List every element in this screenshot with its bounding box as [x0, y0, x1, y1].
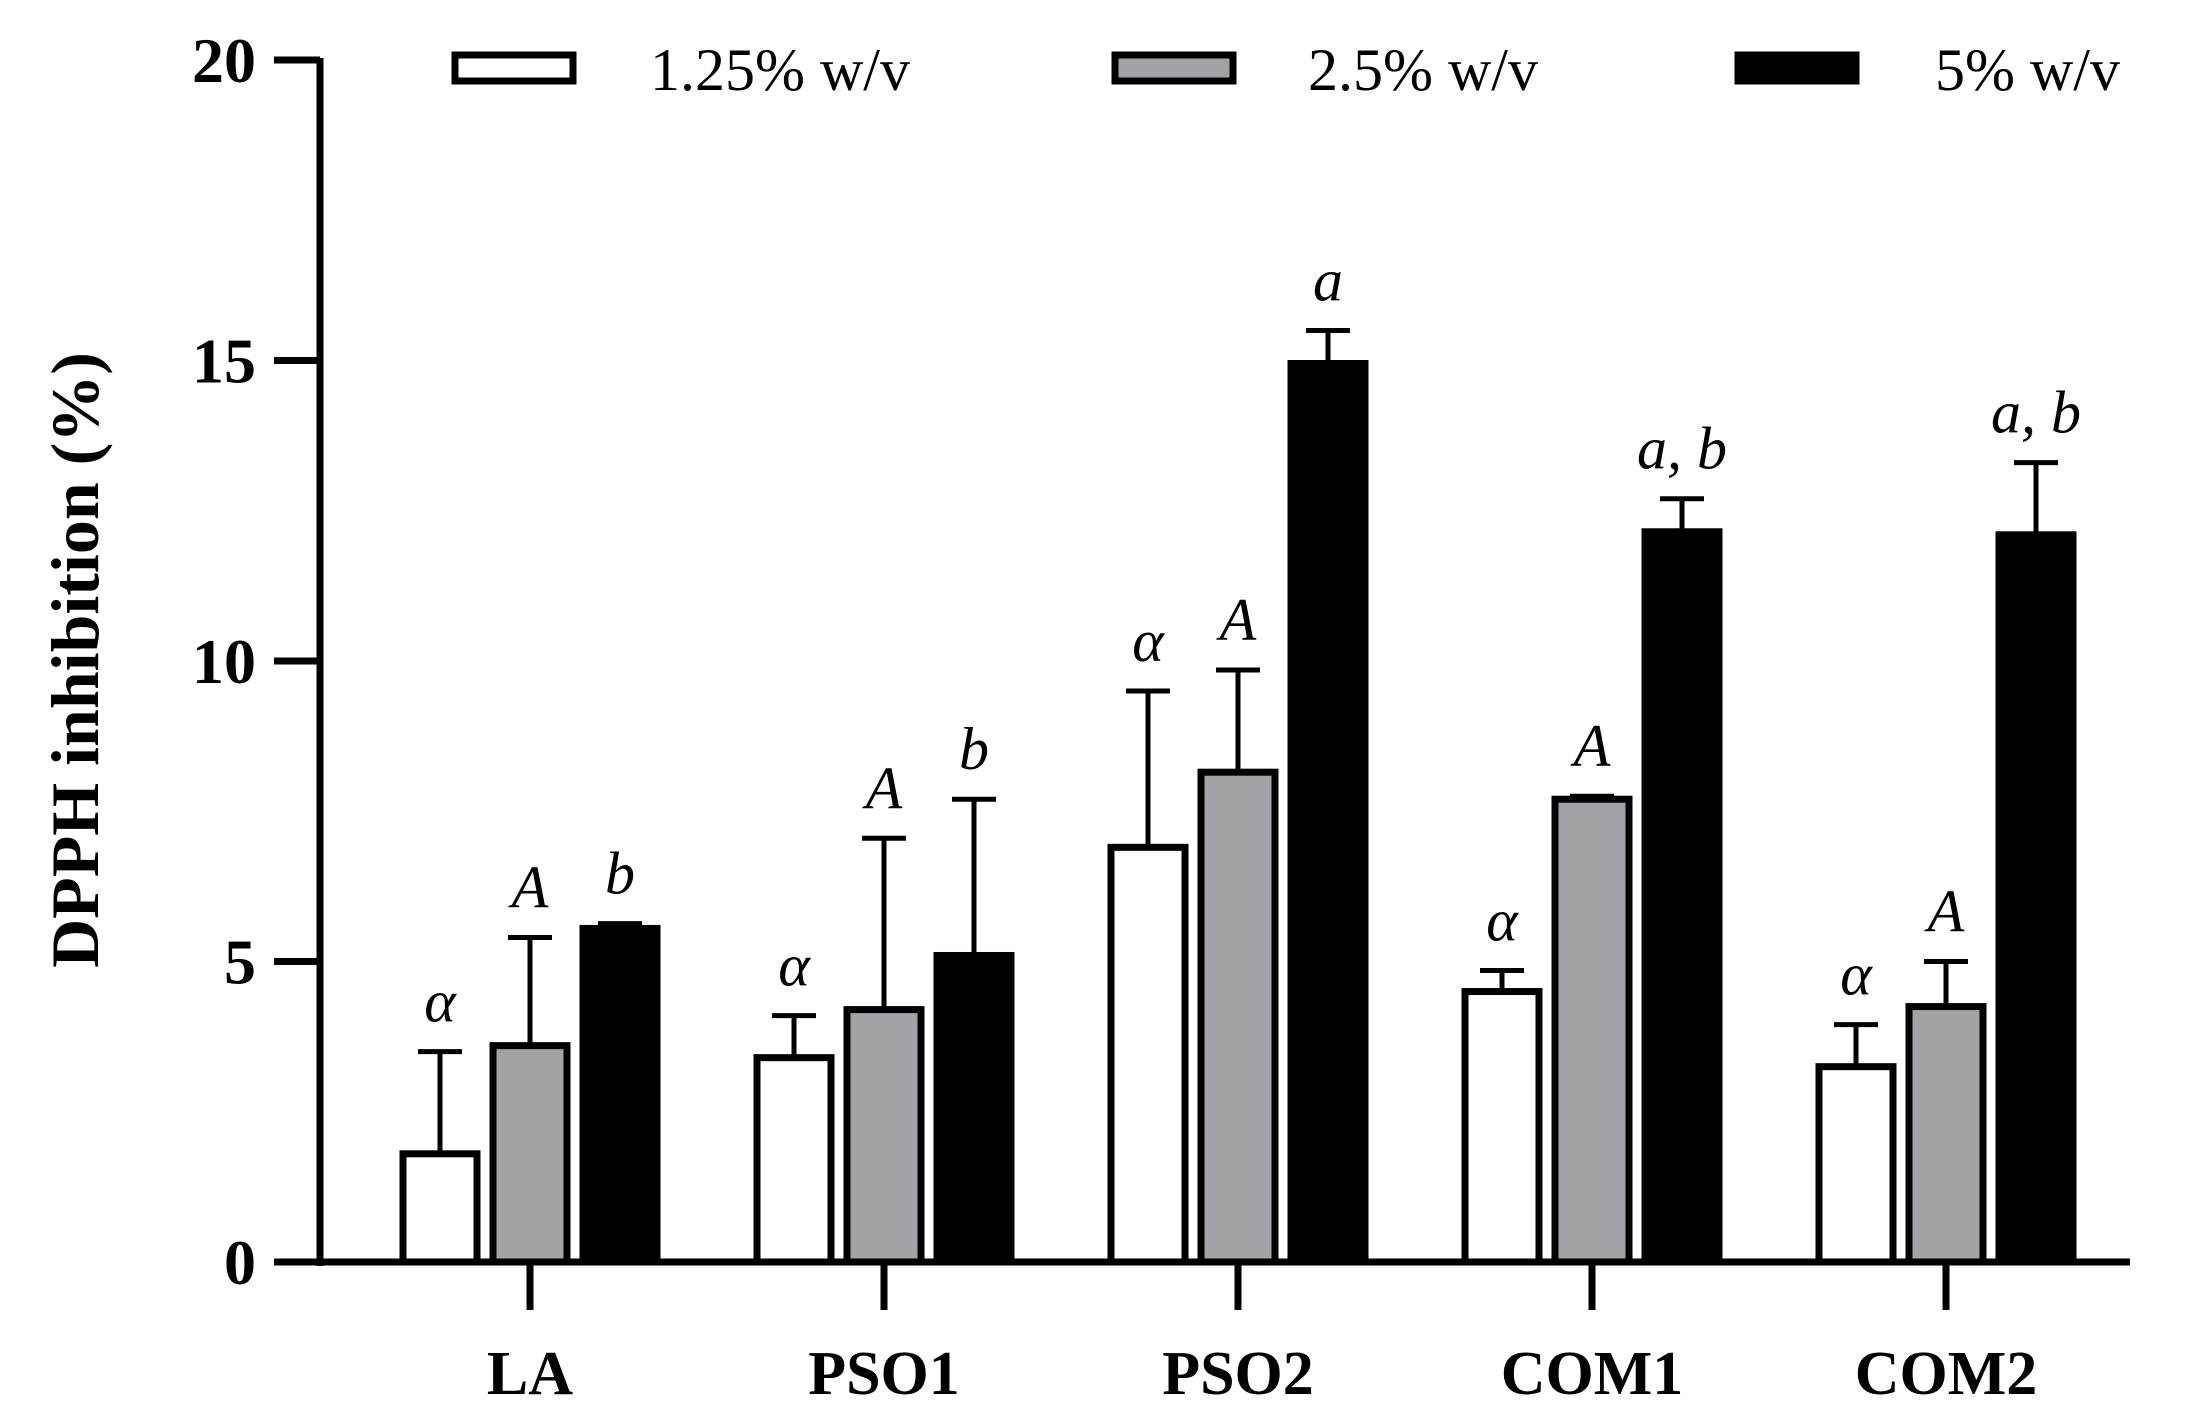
- bar-LA-1: [489, 1042, 571, 1266]
- bar-COM2-2: [1995, 531, 2077, 1266]
- annotation-COM1-1: A: [1570, 713, 1611, 779]
- annotation-PSO2-0: α: [1132, 608, 1165, 674]
- annotation-COM2-0: α: [1840, 942, 1873, 1008]
- annotation-LA-0: α: [424, 969, 457, 1035]
- x-tick-label-PSO2: PSO2: [1162, 1340, 1314, 1408]
- bar-LA-2: [579, 924, 661, 1266]
- bar-PSO1-2: [933, 951, 1015, 1266]
- bar-PSO2-1: [1197, 768, 1279, 1266]
- annotation-PSO1-0: α: [778, 933, 811, 999]
- bar-PSO2-2: [1287, 360, 1369, 1266]
- bar-PSO1-1: [843, 1006, 925, 1266]
- annotation-PSO2-1: A: [1216, 587, 1257, 653]
- bar-COM1-2: [1641, 528, 1723, 1266]
- annotation-PSO2-2: a: [1313, 247, 1343, 313]
- legend-label-1: 2.5% w/v: [1308, 37, 1538, 103]
- axes: 0 5 10 15 20 LA PSO1 PSO2 COM1 COM2: [192, 25, 2130, 1408]
- bar-LA-0: [399, 1150, 481, 1266]
- y-tick-label-0: 0: [224, 1227, 256, 1298]
- x-tick-label-COM2: COM2: [1855, 1340, 2038, 1408]
- legend-label-2: 5% w/v: [1935, 37, 2120, 103]
- y-axis-label: DPPH inhibition (%): [37, 352, 113, 968]
- annotation-LA-1: A: [508, 854, 549, 920]
- annotation-COM2-1: A: [1924, 879, 1965, 945]
- annotation-COM1-2: a, b: [1637, 416, 1727, 482]
- legend: 1.25% w/v 2.5% w/v 5% w/v: [451, 37, 2120, 103]
- legend-swatch-0: [451, 51, 577, 85]
- annotation-COM2-2: a, b: [1991, 380, 2081, 446]
- legend-swatch-1: [1111, 51, 1237, 85]
- bar-PSO2-0: [1107, 843, 1189, 1266]
- annotation-PSO1-2: b: [959, 716, 989, 782]
- legend-swatch-2: [1734, 51, 1860, 85]
- x-tick-label-PSO1: PSO1: [808, 1340, 960, 1408]
- annotation-LA-2: b: [605, 841, 635, 907]
- y-tick-label-5: 5: [224, 927, 256, 998]
- y-tick-label-15: 15: [192, 326, 256, 397]
- x-tick-label-COM1: COM1: [1501, 1340, 1684, 1408]
- y-tick-label-20: 20: [192, 25, 256, 96]
- bar-PSO1-0: [753, 1054, 835, 1266]
- annotation-PSO1-1: A: [862, 755, 903, 821]
- bar-COM2-0: [1815, 1063, 1897, 1266]
- x-tick-label-LA: LA: [487, 1340, 573, 1408]
- y-tick-label-10: 10: [192, 626, 256, 697]
- bar-COM1-0: [1461, 988, 1543, 1266]
- bar-COM2-1: [1905, 1003, 1987, 1266]
- annotation-COM1-0: α: [1486, 888, 1519, 954]
- legend-label-0: 1.25% w/v: [650, 37, 910, 103]
- bar-COM1-1: [1551, 795, 1633, 1266]
